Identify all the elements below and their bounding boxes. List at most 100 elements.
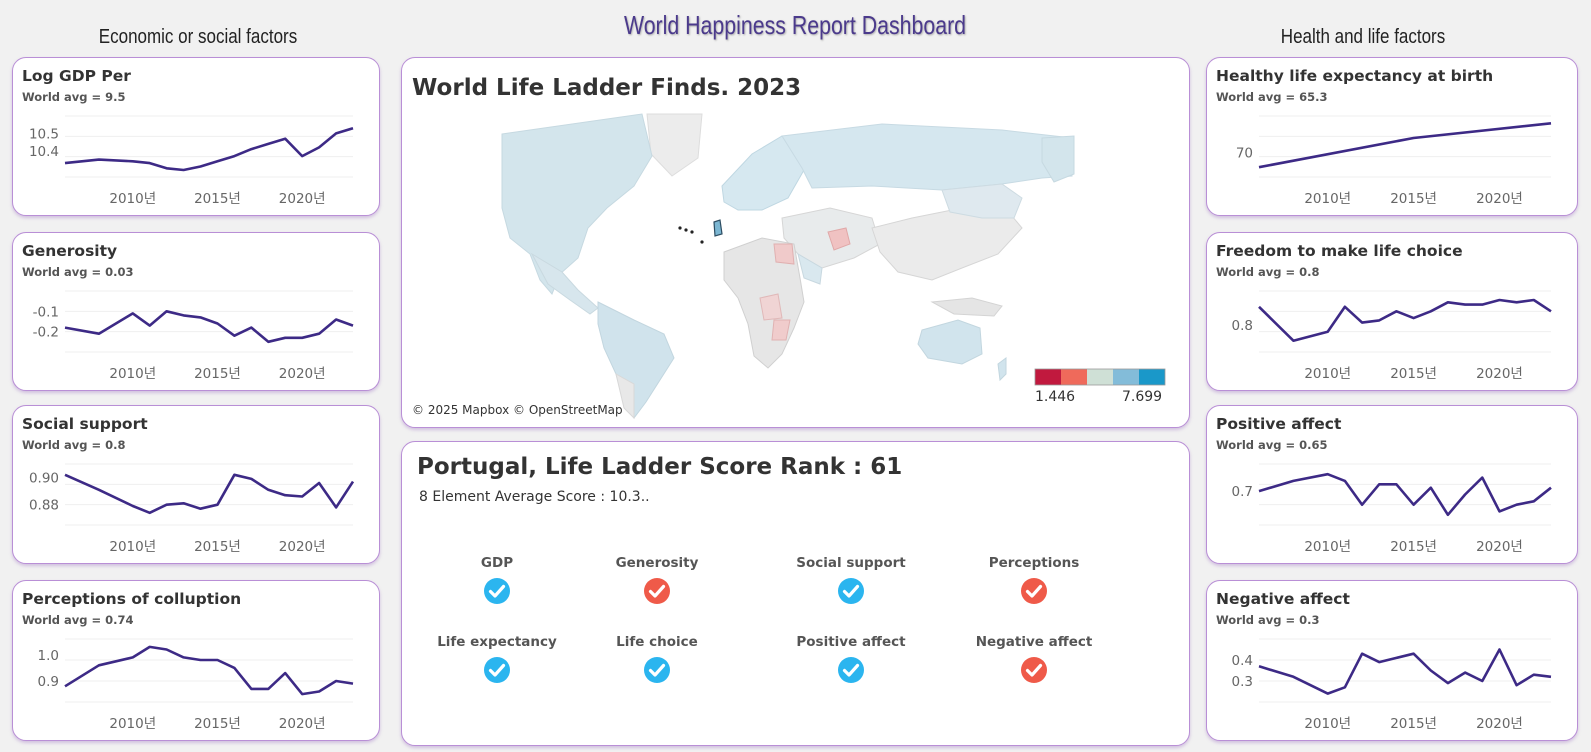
left-section-title: Economic or social factors [98, 26, 298, 48]
kpi-card-social-support[interactable]: Social support World avg = 0.8 0.90 0.88 2… [12, 405, 380, 564]
x-tick-label: 2010년 [109, 539, 156, 555]
map-region-afghanistan [827, 227, 851, 251]
indicator-life-choice: Life choice [582, 634, 732, 684]
indicator-label: Positive affect [796, 634, 906, 650]
map-region-central-america [530, 252, 599, 315]
kpi-line-chart[interactable]: -0.1 -0.2 2010년 2015년 2020년 [13, 233, 380, 391]
map-region-azores-3 [690, 230, 694, 234]
world-map[interactable] [402, 58, 1190, 428]
kpi-card-positive-affect[interactable]: Positive affect World avg = 0.65 0.7 2010… [1206, 405, 1578, 564]
map-region-portugal [713, 219, 723, 237]
kpi-title: Generosity [22, 242, 118, 260]
y-tick-label: 0.9 [38, 674, 59, 690]
kpi-title: Positive affect [1216, 415, 1342, 433]
y-tick-label: 0.3 [1232, 674, 1253, 690]
y-tick-label: 0.90 [29, 471, 59, 487]
map-region-azores-1 [678, 226, 682, 230]
kpi-title: Negative affect [1216, 590, 1350, 608]
x-tick-label: 2015년 [194, 539, 241, 555]
kpi-card-life-expectancy[interactable]: Healthy life expectancy at birth World a… [1206, 57, 1578, 216]
map-region-africa-low-2 [759, 293, 783, 321]
legend-swatch [1139, 369, 1165, 385]
kpi-card-corruption[interactable]: Perceptions of colluption World avg = 0.… [12, 580, 380, 741]
y-tick-label: 0.7 [1232, 484, 1253, 500]
map-region-africa-low-3 [771, 319, 791, 341]
series-line [1258, 472, 1552, 517]
map-region-europe [721, 135, 805, 211]
kpi-line-chart[interactable]: 0.90 0.88 2010년 2015년 2020년 [13, 406, 380, 564]
kpi-card-freedom[interactable]: Freedom to make life choice World avg = … [1206, 232, 1578, 391]
check-icon [838, 657, 864, 683]
indicator-label: Life expectancy [437, 634, 557, 650]
series-line [64, 126, 354, 172]
x-tick-label: 2020년 [279, 366, 326, 382]
kpi-world-avg: World avg = 0.8 [22, 438, 126, 452]
kpi-card-generosity[interactable]: Generosity World avg = 0.03 -0.1 -0.2 2010… [12, 232, 380, 391]
kpi-line-chart[interactable]: 70 2010년 2015년 2020년 [1207, 58, 1578, 216]
legend-frame [1034, 368, 1166, 386]
map-region-north-america [501, 113, 653, 295]
x-tick-label: 2010년 [109, 191, 156, 207]
indicator-label: GDP [480, 555, 514, 571]
map-region-east-asia [941, 183, 1023, 219]
x-tick-label: 2020년 [1476, 539, 1523, 555]
legend-swatch [1113, 369, 1139, 385]
x-tick-label: 2010년 [109, 716, 156, 732]
y-tick-label: -0.2 [33, 325, 59, 341]
kpi-line-chart[interactable]: 0.8 2010년 2015년 2020년 [1207, 233, 1578, 391]
x-tick-label: 2020년 [279, 539, 326, 555]
x-tick-label: 2015년 [1390, 366, 1437, 382]
y-tick-label: 0.88 [29, 498, 59, 514]
map-title: World Life Ladder Finds. 2023 [412, 75, 802, 101]
indicator-life-expectancy: Life expectancy [422, 634, 572, 684]
kpi-line-chart[interactable]: 1.0 0.9 2010년 2015년 2020년 [13, 581, 380, 741]
check-icon [644, 657, 670, 683]
check-icon [484, 657, 510, 683]
x-tick-label: 2010년 [1304, 716, 1351, 732]
series-line [1258, 298, 1552, 342]
y-tick-label: 0.8 [1232, 318, 1253, 334]
indicator-positive-affect: Positive affect [776, 634, 926, 684]
indicator-negative-affect: Negative affect [959, 634, 1109, 684]
legend-swatch [1035, 369, 1061, 385]
indicator-perceptions: Perceptions [959, 555, 1109, 605]
kpi-title: Social support [22, 415, 148, 433]
map-region-indonesia [930, 297, 1003, 317]
map-region-saudi-arabia [797, 252, 823, 285]
kpi-line-chart[interactable]: 10.5 10.4 2010년 2015년 2020년 [13, 58, 380, 216]
y-tick-label: -0.1 [33, 304, 59, 320]
x-tick-label: 2015년 [1390, 716, 1437, 732]
map-region-madeira [700, 240, 704, 244]
right-section-title: Health and life factors [1280, 26, 1446, 48]
x-tick-label: 2015년 [1390, 191, 1437, 207]
kpi-line-chart[interactable]: 0.7 2010년 2015년 2020년 [1207, 406, 1578, 564]
legend-min-value: 1.446 [1035, 389, 1076, 405]
legend-swatch [1087, 369, 1113, 385]
x-tick-label: 2015년 [194, 191, 241, 207]
x-tick-label: 2010년 [1304, 366, 1351, 382]
x-tick-label: 2010년 [109, 366, 156, 382]
map-region-south-america [597, 301, 675, 419]
legend-swatch [1061, 369, 1087, 385]
rank-average-score: 8 Element Average Score : 10.3.. [419, 489, 650, 505]
check-icon [838, 578, 864, 604]
rank-title: Portugal, Life Ladder Score Rank : 61 [417, 454, 903, 480]
kpi-world-avg: World avg = 0.3 [1216, 613, 1320, 627]
kpi-world-avg: World avg = 0.65 [1216, 438, 1328, 452]
kpi-title: Perceptions of colluption [22, 590, 242, 608]
kpi-line-chart[interactable]: 0.4 0.3 2010년 2015년 2020년 [1207, 581, 1578, 741]
x-tick-label: 2020년 [279, 716, 326, 732]
y-tick-label: 70 [1236, 146, 1253, 162]
x-tick-label: 2015년 [194, 716, 241, 732]
series-line [64, 645, 354, 696]
kpi-world-avg: World avg = 0.03 [22, 265, 134, 279]
kpi-card-negative-affect[interactable]: Negative affect World avg = 0.3 0.4 0.3 20… [1206, 580, 1578, 741]
indicator-generosity: Generosity [582, 555, 732, 605]
kpi-card-gdp[interactable]: Log GDP Per World avg = 9.5 10.5 10.4 2010… [12, 57, 380, 216]
check-icon [644, 578, 670, 604]
indicator-label: Generosity [615, 555, 699, 571]
x-tick-label: 2020년 [279, 191, 326, 207]
map-region-russia [781, 123, 1073, 191]
map-region-alaska [1041, 135, 1075, 183]
map-card: World Life Ladder Finds. 2023 [401, 57, 1190, 428]
